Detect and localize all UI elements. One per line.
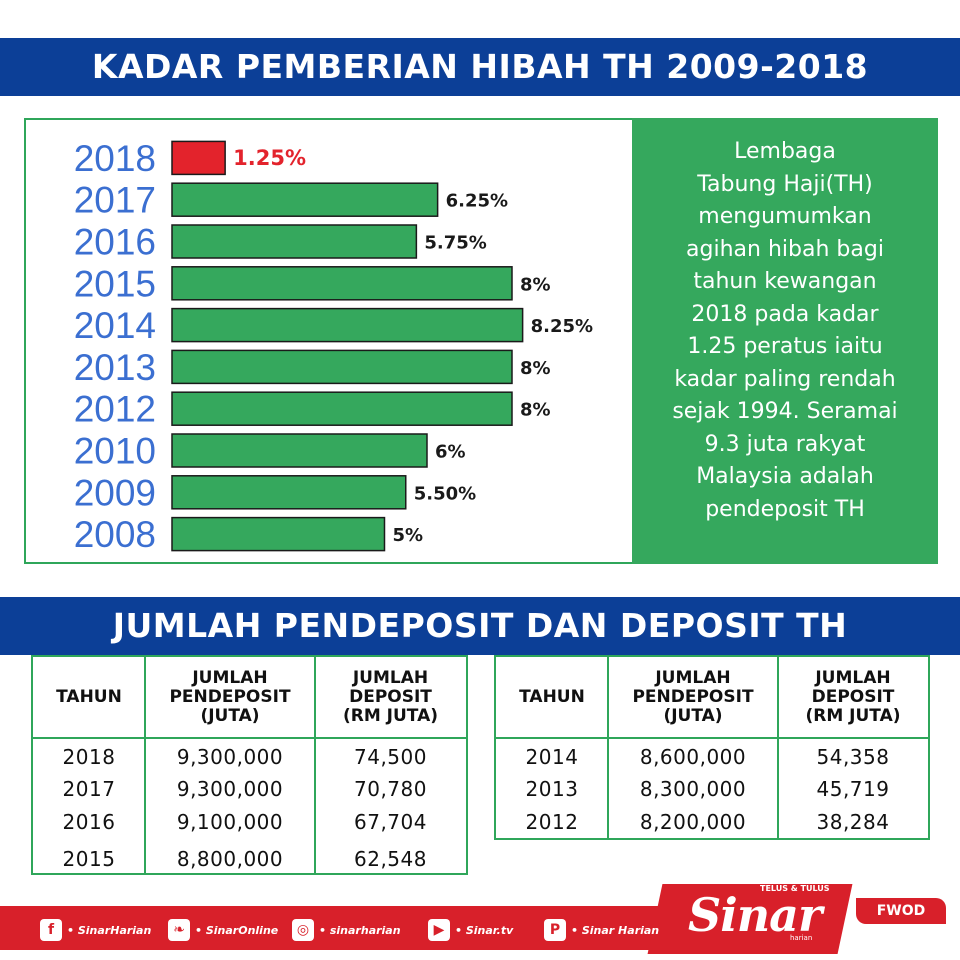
table-divider [144, 657, 146, 873]
table-divider [777, 657, 779, 838]
data-label: 6% [435, 442, 466, 463]
table-cell: 67,704 [354, 810, 427, 834]
table-cell: 2012 [525, 810, 579, 834]
data-label: 8% [520, 274, 551, 295]
bar-2016 [171, 224, 418, 259]
info-panel: Lembaga Tabung Haji(TH) mengumumkan agih… [632, 118, 938, 564]
year-label: 2014 [74, 305, 156, 346]
social-link[interactable]: ▶ • Sinar.tv [428, 918, 513, 942]
footer-strip [0, 906, 700, 950]
table-header: JUMLAH DEPOSIT (RM JUTA) [342, 667, 439, 726]
bar-2010 [171, 433, 428, 468]
info-text: Lembaga Tabung Haji(TH) mengumumkan agih… [672, 139, 898, 522]
data-label: 5.50% [414, 483, 476, 504]
year-label: 2016 [74, 222, 156, 263]
table-cell: 9,300,000 [176, 777, 284, 801]
social-link[interactable]: P • Sinar Harian [544, 918, 659, 942]
sinar-logo[interactable]: Sinar [688, 888, 822, 942]
bar-2013 [171, 349, 513, 385]
year-label: 2018 [74, 138, 156, 179]
year-label: 2012 [74, 389, 156, 430]
data-label: 6.25% [446, 191, 508, 212]
table-cell: 9,300,000 [176, 745, 284, 769]
deposit-table-right: TAHUN JUMLAH PENDEPOSIT (JUTA) JUMLAH DEPO… [494, 655, 930, 840]
table-title-banner: JUMLAH PENDEPOSIT DAN DEPOSIT TH [0, 597, 960, 655]
logo-tagline: TELUS & TULUS [760, 884, 830, 893]
table-header: JUMLAH PENDEPOSIT (JUTA) [632, 667, 754, 726]
table-header: JUMLAH DEPOSIT (RM JUTA) [805, 667, 901, 726]
table-header: TAHUN [56, 686, 122, 707]
social-link[interactable]: ❧ • SinarOnline [168, 918, 278, 942]
bar-2015 [171, 266, 513, 301]
social-link[interactable]: f • SinarHarian [40, 918, 151, 942]
table-divider [33, 737, 466, 739]
bar-2012 [171, 391, 513, 426]
bar-2009 [171, 475, 407, 510]
table-cell: 2018 [62, 745, 116, 769]
table-cell: 2013 [525, 777, 579, 801]
table-cell: 45,719 [816, 777, 890, 801]
table-divider [496, 737, 928, 739]
bar-2008 [171, 516, 386, 552]
chart-title-banner: KADAR PEMBERIAN HIBAH TH 2009-2018 [0, 38, 960, 96]
hibah-bar-chart: 2018 1.25% 2017 6.25% 2016 5.75% 2015 8% 2014 8.2… [74, 138, 593, 555]
table-cell: 2017 [62, 777, 116, 801]
logo-subtitle: harian [790, 934, 813, 942]
bar-2018 [171, 140, 226, 176]
deposit-table-left: TAHUN JUMLAH PENDEPOSIT (JUTA) JUMLAH DEPO… [31, 655, 468, 875]
table-header: JUMLAH PENDEPOSIT (JUTA) [169, 667, 291, 726]
table-cell: 54,358 [816, 745, 890, 769]
year-label: 2013 [74, 347, 156, 388]
instagram-icon: ◎ [292, 919, 314, 941]
table-cell: 2015 [62, 847, 116, 871]
year-label: 2015 [74, 263, 156, 304]
table-cell: 62,548 [354, 847, 427, 871]
social-label: • Sinar.tv [455, 923, 514, 937]
table-cell: 8,600,000 [639, 745, 747, 769]
table-cell: 38,284 [816, 810, 890, 834]
year-label: 2009 [74, 472, 156, 513]
twitter-icon: ❧ [168, 919, 190, 941]
year-label: 2010 [74, 431, 156, 472]
pinterest-icon: P [544, 919, 566, 941]
data-label: 5% [393, 525, 424, 546]
data-label: 8.25% [531, 316, 593, 337]
data-label: 5.75% [424, 233, 486, 254]
social-link[interactable]: ◎ • sinarharian [292, 918, 401, 942]
table-cell: 8,300,000 [639, 777, 747, 801]
data-label: 8% [520, 358, 551, 379]
table-cell: 8,200,000 [639, 810, 747, 834]
fwod-badge: FWOD [856, 898, 946, 924]
table-cell: 8,800,000 [176, 847, 284, 871]
bar-2014 [171, 307, 524, 343]
facebook-icon: f [40, 919, 62, 941]
year-label: 2017 [74, 180, 156, 221]
social-label: • Sinar Harian [571, 923, 660, 937]
data-label: 1.25% [233, 146, 306, 170]
youtube-icon: ▶ [428, 919, 450, 941]
table-header: TAHUN [519, 686, 585, 707]
social-label: • SinarOnline [195, 923, 279, 937]
footer [0, 896, 960, 960]
social-label: • SinarHarian [67, 923, 152, 937]
data-label: 8% [520, 400, 551, 421]
social-label: • sinarharian [319, 923, 401, 937]
bar-2017 [171, 182, 439, 217]
year-label: 2008 [74, 514, 156, 555]
table-cell: 74,500 [354, 745, 427, 769]
table-cell: 9,100,000 [176, 810, 284, 834]
table-cell: 70,780 [354, 777, 427, 801]
table-cell: 2014 [525, 745, 579, 769]
table-cell: 2016 [62, 810, 116, 834]
table-divider [607, 657, 609, 838]
table-divider [314, 657, 316, 873]
